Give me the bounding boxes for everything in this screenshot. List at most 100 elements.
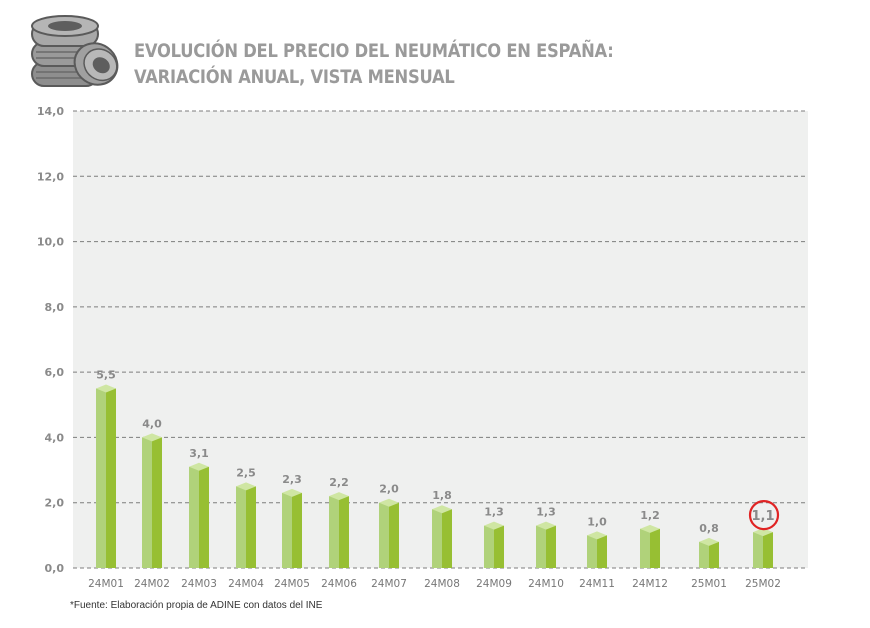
- y-tick-label: 12,0: [37, 170, 64, 183]
- bar-24M02: [142, 433, 162, 568]
- bar-face-right: [442, 509, 452, 568]
- bar-face-left: [236, 486, 246, 568]
- data-labels: 5,5 4,0 3,1 2,5 2,3 2,2 2,0 1,8 1,3 1,3 1,0 1,2 0,8 1…: [96, 368, 780, 535]
- bar-25M02: [753, 528, 773, 568]
- y-tick-label: 2,0: [45, 497, 65, 510]
- bar-face-left: [189, 466, 199, 568]
- x-tick-label: 24M12: [632, 578, 668, 590]
- bar-24M05: [282, 488, 302, 568]
- y-tick-label: 4,0: [45, 431, 65, 444]
- x-tick-label: 24M08: [424, 578, 460, 590]
- x-tick-label: 24M09: [476, 578, 512, 590]
- x-tick-label: 24M01: [88, 578, 124, 590]
- bars: [96, 384, 773, 568]
- x-tick-label: 24M10: [528, 578, 564, 590]
- tire-leaning: [73, 42, 119, 86]
- bar-face-left: [753, 532, 763, 568]
- data-label: 0,8: [699, 522, 719, 535]
- bar-face-right: [152, 437, 162, 568]
- data-label: 2,2: [329, 476, 349, 489]
- bar-24M08: [432, 505, 452, 568]
- bar-24M04: [236, 482, 256, 568]
- title-line-1: EVOLUCIÓN DEL PRECIO DEL NEUMÁTICO EN ES…: [134, 40, 614, 62]
- bar-face-left: [587, 535, 597, 568]
- bar-24M12: [640, 524, 660, 568]
- bar-face-right: [339, 496, 349, 568]
- bar-face-left: [699, 541, 709, 568]
- source-note: *Fuente: Elaboración propia de ADINE con…: [70, 600, 323, 611]
- data-label: 1,1: [751, 509, 774, 524]
- tire-top: [31, 15, 99, 47]
- bar-face-right: [709, 541, 719, 568]
- x-axis: 24M01 24M02 24M03 24M04 24M05 24M06 24M07 24M08…: [88, 578, 781, 590]
- x-tick-label: 24M07: [371, 578, 407, 590]
- bar-cap: [699, 537, 719, 546]
- x-tick-label: 24M02: [134, 578, 170, 590]
- bar-face-left: [379, 502, 389, 568]
- data-label: 1,2: [640, 509, 660, 522]
- tire-stack-icon: [26, 12, 120, 92]
- bar-face-left: [536, 525, 546, 568]
- x-tick-label: 24M06: [321, 578, 357, 590]
- y-axis: 0,0 2,0 4,0 6,0 8,0 10,0 12,0 14,0: [37, 105, 64, 575]
- data-label: 2,5: [236, 466, 256, 479]
- bar-24M03: [189, 462, 209, 568]
- highlight-circle: [748, 499, 780, 531]
- bar-24M11: [587, 531, 607, 568]
- x-tick-label: 24M03: [181, 578, 217, 590]
- x-tick-label: 24M11: [579, 578, 615, 590]
- bar-cap: [587, 531, 607, 540]
- bar-cap: [96, 384, 116, 393]
- bar-cap: [536, 521, 556, 530]
- bar-face-left: [282, 492, 292, 568]
- bar-face-right: [494, 525, 504, 568]
- bar-cap: [142, 433, 162, 442]
- bar-face-left: [640, 528, 650, 568]
- bar-25M01: [699, 537, 719, 568]
- data-label: 4,0: [142, 417, 162, 430]
- bar-face-right: [650, 528, 660, 568]
- bar-cap: [432, 505, 452, 514]
- bar-face-right: [763, 532, 773, 568]
- chart-title: EVOLUCIÓN DEL PRECIO DEL NEUMÁTICO EN ES…: [134, 38, 614, 90]
- data-label: 2,0: [379, 483, 399, 496]
- bar-face-right: [292, 492, 302, 568]
- y-tick-label: 10,0: [37, 236, 64, 249]
- bar-24M01: [96, 384, 116, 568]
- bar-face-right: [106, 388, 116, 568]
- bar-24M06: [329, 492, 349, 568]
- bar-cap: [236, 482, 256, 491]
- bar-face-left: [484, 525, 494, 568]
- bar-face-right: [546, 525, 556, 568]
- bar-face-left: [432, 509, 442, 568]
- x-tick-label: 25M02: [745, 578, 781, 590]
- bar-face-right: [597, 535, 607, 568]
- data-label: 3,1: [189, 447, 209, 460]
- bar-24M10: [536, 521, 556, 568]
- bar-face-right: [246, 486, 256, 568]
- bar-cap: [484, 521, 504, 530]
- bar-cap: [640, 524, 660, 533]
- bar-cap: [282, 488, 302, 497]
- y-tick-label: 14,0: [37, 105, 64, 118]
- data-label: 1,3: [484, 506, 504, 519]
- bar-face-right: [199, 466, 209, 568]
- data-label: 5,5: [96, 368, 116, 381]
- x-tick-label: 24M05: [274, 578, 310, 590]
- data-label: 1,0: [587, 515, 607, 528]
- bar-cap: [329, 492, 349, 501]
- x-tick-label: 25M01: [691, 578, 727, 590]
- bar-cap: [379, 498, 399, 507]
- y-tick-label: 8,0: [45, 301, 65, 314]
- bar-face-left: [329, 496, 339, 568]
- title-line-2: VARIACIÓN ANUAL, VISTA MENSUAL: [134, 66, 455, 88]
- bar-24M09: [484, 521, 504, 568]
- data-label: 1,3: [536, 506, 556, 519]
- x-tick-label: 24M04: [228, 578, 264, 590]
- y-tick-label: 6,0: [45, 366, 65, 379]
- data-label: 1,8: [432, 489, 452, 502]
- bar-face-left: [142, 437, 152, 568]
- bar-face-right: [389, 502, 399, 568]
- bar-cap: [753, 528, 773, 537]
